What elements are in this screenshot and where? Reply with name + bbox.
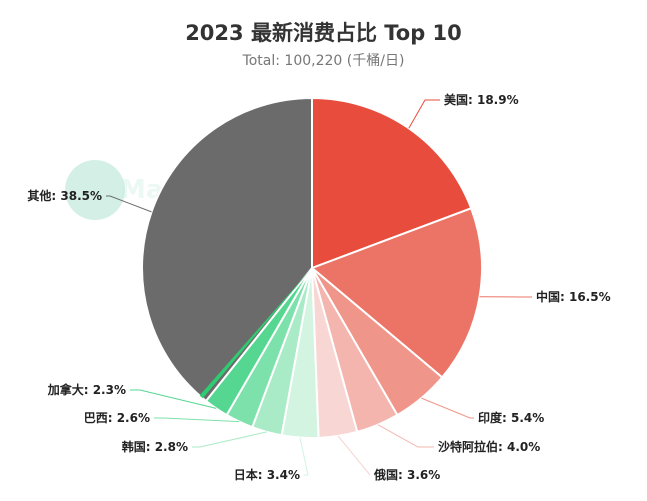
leader-line-8 — [154, 417, 240, 423]
pie-slice-1[interactable] — [311, 96, 473, 270]
slice-label-9: 加拿大: 2.3% — [47, 382, 126, 397]
pie-labels: 美国: 18.9% 中国: 16.5% 印度: 5.4% 沙特阿拉伯: 4.0% 俄国:… — [27, 92, 610, 482]
leader-line-1 — [408, 99, 440, 129]
slice-label-8: 巴西: 2.6% — [84, 411, 150, 425]
slice-label-7: 韩国: 2.8% — [122, 439, 188, 454]
leader-line-3 — [421, 397, 474, 419]
slice-label-2: 中国: 16.5% — [536, 289, 611, 304]
slice-label-5: 俄国: 3.6% — [373, 467, 440, 482]
slice-label-3: 印度: 5.4% — [478, 410, 544, 425]
leader-line-9 — [130, 389, 217, 409]
leader-line-6 — [299, 437, 309, 476]
leader-line-10 — [106, 195, 152, 213]
leader-line-5 — [337, 435, 371, 476]
chart-title: 2023 最新消费占比 Top 10 — [185, 21, 462, 45]
leader-line-7 — [192, 431, 267, 448]
pie-slice-10[interactable] — [141, 96, 313, 403]
pie-slices — [141, 96, 483, 439]
slice-label-6: 日本: 3.4% — [234, 467, 300, 482]
slice-label-1: 美国: 18.9% — [444, 92, 519, 107]
pie-slice-2[interactable] — [310, 206, 483, 379]
leader-line-4 — [377, 424, 434, 448]
slice-label-10: 其他: 38.5% — [27, 188, 102, 203]
slice-label-4: 沙特阿拉伯: 4.0% — [438, 439, 540, 454]
chart-subtitle: Total: 100,220 (千桶/日) — [242, 53, 405, 69]
pie-leader-lines — [106, 99, 532, 476]
watermark-logo-icon — [65, 160, 125, 220]
pie-slice-tail — [199, 268, 312, 399]
